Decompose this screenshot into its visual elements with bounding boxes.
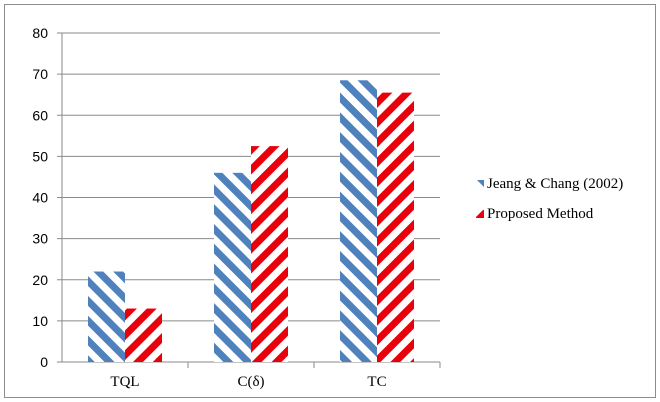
bar — [88, 271, 125, 362]
y-tick-label: 10 — [32, 313, 48, 329]
legend-swatch — [476, 180, 484, 188]
y-tick-label: 50 — [32, 148, 48, 164]
bar — [340, 80, 377, 362]
legend-label: Jeang & Chang (2002) — [487, 176, 623, 192]
y-tick-label: 30 — [32, 231, 48, 247]
y-tick-label: 60 — [32, 107, 48, 123]
y-tick-label: 80 — [32, 25, 48, 41]
legend-label: Proposed Method — [487, 206, 594, 222]
x-tick-label: C(δ) — [237, 374, 264, 390]
y-tick-label: 0 — [40, 354, 48, 370]
y-tick-label: 20 — [32, 272, 48, 288]
y-tick-label: 40 — [32, 190, 48, 206]
x-tick-label: TQL — [110, 374, 139, 390]
x-tick-label: TC — [367, 374, 386, 390]
bar — [125, 308, 162, 362]
y-tick-label: 70 — [32, 66, 48, 82]
bar — [251, 146, 288, 362]
legend-swatch — [476, 210, 484, 218]
bar — [377, 92, 414, 362]
bar — [214, 172, 251, 362]
